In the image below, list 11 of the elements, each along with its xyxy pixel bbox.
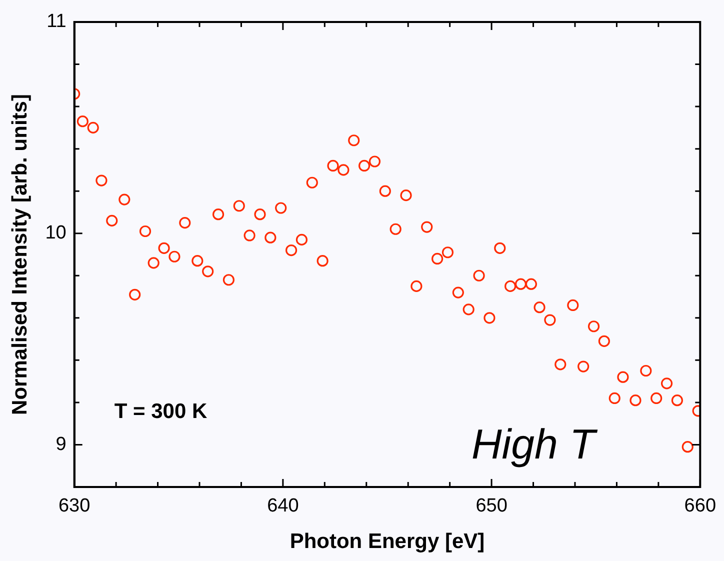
annotation: High T [471, 420, 598, 468]
y-tick-label: 9 [56, 434, 66, 455]
x-tick-label: 650 [476, 496, 508, 517]
x-tick-label: 660 [684, 496, 716, 517]
y-tick-label: 10 [45, 222, 66, 244]
x-tick-label: 630 [58, 496, 90, 517]
annotation: T = 300 K [114, 400, 208, 423]
x-tick-label: 640 [267, 496, 299, 517]
y-axis-title: Normalised Intensity [arb. units] [8, 94, 32, 415]
x-axis-title: Photon Energy [eV] [290, 530, 485, 554]
y-tick-label: 11 [46, 11, 66, 32]
